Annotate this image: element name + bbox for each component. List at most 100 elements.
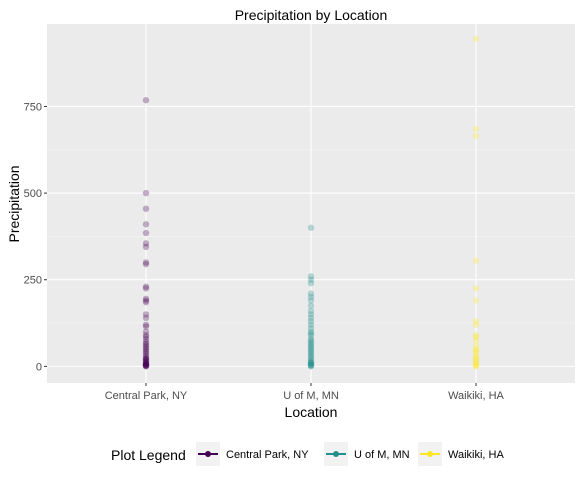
data-point: [142, 356, 150, 364]
data-point: [142, 362, 150, 369]
data-point: [142, 354, 150, 361]
data-point: [307, 363, 315, 370]
y-tick-label: 250: [24, 275, 42, 287]
data-point: [142, 359, 150, 367]
data-point: [472, 125, 480, 133]
data-point: [142, 361, 150, 368]
data-point: [472, 342, 480, 349]
data-point: [472, 356, 480, 363]
data-point: [307, 307, 315, 315]
x-axis-label: Location: [285, 404, 338, 420]
data-point: [307, 356, 315, 363]
data-point: [472, 35, 480, 43]
x-tick-label: U of M, MN: [283, 390, 339, 402]
data-point: [472, 347, 480, 354]
data-point: [472, 297, 480, 304]
data-point: [142, 359, 150, 366]
data-point: [142, 323, 150, 330]
data-point: [472, 333, 480, 341]
data-point: [142, 299, 150, 306]
data-point: [472, 132, 480, 140]
x-axis-ticks: Central Park, NY U of M, MN Waikiki, HA: [105, 383, 505, 402]
data-point: [142, 229, 150, 237]
data-point: [307, 349, 315, 356]
data-point: [307, 362, 315, 369]
data-point: [142, 351, 150, 358]
data-point: [307, 361, 315, 368]
data-point: [472, 331, 480, 339]
data-point: [472, 257, 480, 264]
data-point: [142, 349, 150, 356]
data-point: [307, 345, 315, 353]
data-point: [307, 302, 315, 309]
data-point: [307, 330, 315, 337]
data-point: [307, 280, 315, 287]
data-point: [142, 363, 150, 370]
data-point: [142, 321, 150, 328]
data-point: [307, 297, 315, 304]
data-point: [142, 205, 150, 212]
data-point: [142, 336, 150, 343]
legend-title: Plot Legend: [111, 447, 186, 463]
x-tick-label: Waikiki, HA: [448, 390, 504, 402]
data-point: [142, 361, 150, 368]
data-point: [142, 360, 150, 367]
data-point: [307, 318, 315, 325]
data-point: [472, 357, 480, 365]
legend-key-point: [333, 451, 339, 457]
data-point: [307, 338, 315, 346]
data-point: [472, 318, 480, 325]
data-point: [307, 276, 315, 283]
data-point: [142, 297, 150, 304]
data-point: [142, 97, 150, 104]
data-point: [142, 331, 150, 339]
data-point: [472, 354, 480, 361]
data-point: [307, 335, 315, 342]
y-tick-label: 500: [24, 188, 42, 200]
data-point: [472, 363, 480, 370]
data-point: [307, 328, 315, 335]
data-point: [307, 359, 315, 366]
legend-key-point: [205, 451, 211, 457]
data-point: [307, 321, 315, 328]
data-point: [142, 344, 150, 351]
data-point: [472, 349, 480, 356]
data-point: [307, 290, 315, 297]
data-point: [307, 357, 315, 365]
data-point: [307, 351, 315, 358]
data-point: [142, 260, 150, 268]
data-point: [142, 352, 150, 360]
y-axis-ticks: 0 250 500 750: [24, 101, 47, 373]
legend-entry-label: Central Park, NY: [226, 449, 309, 461]
data-point: [307, 293, 315, 301]
data-point: [307, 360, 315, 367]
data-point: [142, 355, 150, 362]
data-point: [307, 342, 315, 349]
data-point: [307, 325, 315, 332]
data-point: [472, 359, 480, 367]
legend-entry-label: U of M, MN: [354, 449, 410, 461]
data-point: [142, 240, 150, 247]
data-point: [142, 362, 150, 370]
y-tick-label: 0: [36, 361, 42, 373]
data-point: [142, 285, 150, 292]
data-point: [307, 347, 315, 354]
data-point: [142, 356, 150, 363]
data-point: [472, 361, 480, 368]
y-axis-label: Precipitation: [6, 165, 22, 242]
data-point: [307, 359, 315, 367]
data-point: [307, 331, 315, 339]
data-point: [472, 352, 480, 360]
data-point: [472, 285, 480, 292]
chart-title: Precipitation by Location: [235, 7, 388, 23]
data-point: [307, 354, 315, 361]
data-point: [307, 314, 315, 322]
legend-key-point: [427, 451, 433, 457]
major-gridlines: [47, 24, 575, 383]
data-point: [472, 362, 480, 369]
data-point: [142, 259, 150, 266]
data-point: [142, 189, 150, 197]
data-point: [307, 224, 315, 231]
data-point: [142, 328, 150, 335]
data-point: [142, 338, 150, 346]
